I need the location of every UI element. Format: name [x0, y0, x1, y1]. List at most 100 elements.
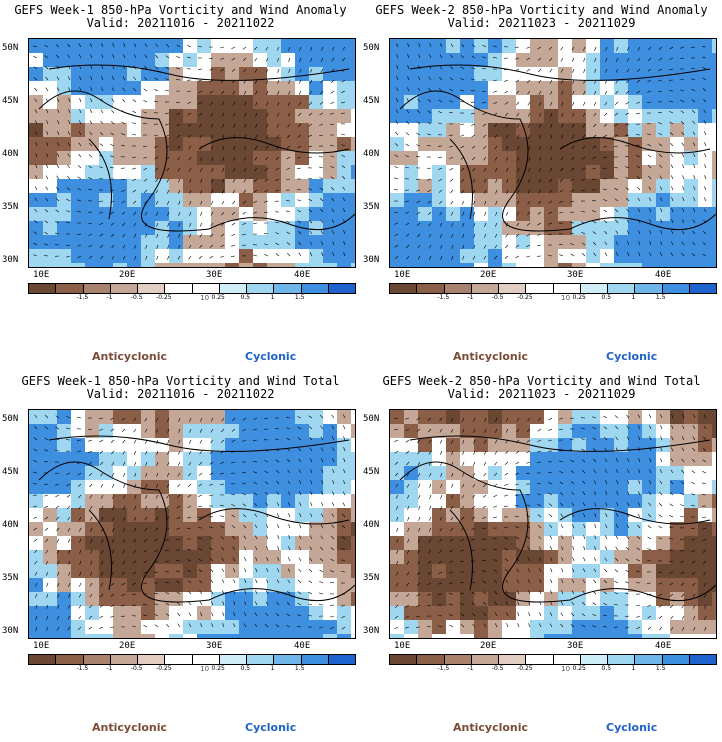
wind-vector	[232, 417, 236, 422]
wind-vector	[155, 189, 159, 194]
wind-vector	[199, 612, 203, 617]
wind-vector	[110, 582, 115, 587]
wind-vector	[122, 439, 126, 444]
wind-vector	[308, 580, 313, 584]
wind-vector	[482, 123, 487, 127]
wind-vector	[539, 134, 542, 139]
vorticity-cell	[614, 438, 628, 452]
wind-vector	[493, 494, 498, 498]
wind-vector	[298, 557, 302, 562]
wind-vector	[484, 211, 487, 216]
vorticity-cell	[642, 466, 656, 480]
vorticity-cell	[628, 263, 642, 267]
wind-vector	[394, 450, 399, 454]
wind-vector	[680, 560, 685, 563]
wind-vector	[343, 230, 346, 235]
wind-vector	[482, 67, 487, 70]
wind-vector	[559, 178, 564, 182]
wind-vector	[143, 77, 148, 81]
wind-vector	[504, 558, 509, 562]
wind-vector	[427, 167, 432, 170]
wind-vector	[175, 79, 181, 81]
wind-vector	[133, 211, 137, 216]
vorticity-cell	[253, 592, 267, 606]
vorticity-cell	[684, 165, 698, 179]
vorticity-cell	[155, 466, 169, 480]
vorticity-cell	[99, 263, 113, 267]
vorticity-cell	[614, 137, 628, 151]
vorticity-cell	[323, 550, 337, 564]
wind-vector	[341, 101, 346, 104]
vorticity-cell	[516, 550, 530, 564]
vorticity-cell	[57, 606, 71, 620]
vorticity-cell	[141, 550, 155, 564]
wind-vector	[461, 494, 465, 499]
wind-vector	[526, 222, 531, 226]
vorticity-cell	[558, 634, 572, 638]
wind-vector	[560, 623, 564, 628]
wind-vector	[198, 494, 203, 497]
wind-vector	[703, 208, 707, 213]
vorticity-cell	[586, 235, 600, 249]
vorticity-cell	[127, 53, 141, 67]
wind-vector	[198, 483, 203, 487]
wind-vector	[277, 535, 280, 540]
wind-vector	[572, 90, 575, 95]
vorticity-cell	[351, 466, 355, 480]
wind-vector	[428, 222, 432, 227]
wind-vector	[67, 76, 71, 81]
vorticity-cell	[684, 53, 698, 67]
vorticity-cell	[267, 235, 281, 249]
vorticity-cell	[684, 410, 698, 424]
wind-vector	[298, 90, 302, 95]
vorticity-cell	[474, 137, 488, 151]
wind-vector	[526, 525, 531, 529]
vorticity-cell	[211, 221, 225, 235]
vorticity-cell	[337, 508, 351, 522]
vorticity-cell	[85, 165, 99, 179]
wind-vector	[209, 536, 214, 540]
wind-vector	[473, 450, 476, 455]
wind-vector	[232, 535, 236, 540]
wind-vector	[484, 189, 487, 194]
wind-vector	[704, 164, 707, 169]
wind-vector	[220, 472, 225, 475]
wind-vector	[45, 164, 49, 169]
vorticity-cell	[337, 193, 351, 207]
vorticity-cell	[197, 438, 211, 452]
vorticity-cell	[337, 81, 351, 95]
vorticity-cell	[309, 39, 323, 53]
panel-subtitle: Valid: 20211023 - 20211029	[447, 16, 636, 30]
wind-vector	[505, 450, 509, 455]
wind-vector	[199, 222, 203, 227]
wind-vector	[449, 111, 454, 114]
vorticity-cell	[211, 39, 225, 53]
vorticity-cell	[225, 452, 239, 466]
wind-vector	[332, 230, 335, 235]
wind-vector	[504, 494, 509, 497]
wind-vector	[504, 79, 509, 82]
wind-vector	[592, 156, 597, 159]
wind-vector	[220, 461, 225, 465]
wind-vector	[253, 417, 258, 421]
wind-vector	[198, 90, 203, 94]
wind-vector	[472, 255, 476, 260]
vorticity-cell	[432, 592, 446, 606]
vorticity-cell	[684, 263, 698, 267]
wind-vector	[396, 76, 399, 81]
vorticity-cell	[239, 634, 253, 638]
lat-label: 50N	[363, 43, 380, 53]
wind-vector	[189, 417, 192, 422]
vorticity-cell	[642, 410, 656, 424]
wind-vector	[309, 252, 313, 257]
wind-vector	[254, 601, 258, 606]
wind-vector	[176, 44, 181, 48]
wind-vector	[67, 54, 71, 59]
wind-vector	[493, 558, 498, 562]
vorticity-cell	[600, 536, 614, 550]
vorticity-cell	[712, 95, 716, 109]
wind-vector	[44, 414, 49, 419]
vorticity-cell	[29, 452, 43, 466]
wind-vector	[55, 198, 60, 202]
wind-vector	[341, 615, 346, 619]
